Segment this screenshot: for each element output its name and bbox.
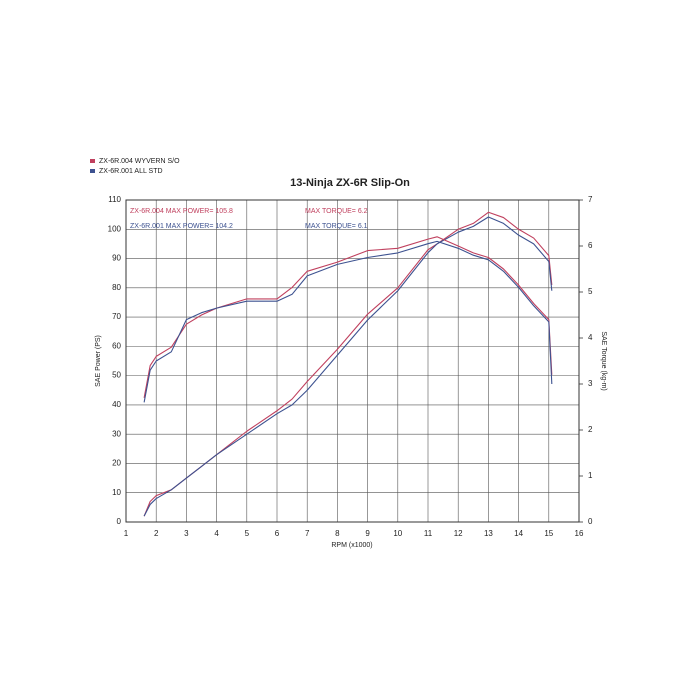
y2-tick-label: 5 [588,287,593,296]
legend-label: ZX-6R.004 WYVERN S/O [99,158,180,165]
y-tick-label: 110 [108,195,121,204]
annotation: ZX-6R.004 MAX POWER= 105.8 [130,208,233,215]
y-tick-label: 100 [108,224,122,233]
y2-tick-label: 2 [588,425,593,434]
x-tick-label: 9 [365,529,370,538]
y-tick-label: 30 [112,429,121,438]
y-tick-label: 70 [112,312,121,321]
y-tick-label: 90 [112,254,121,263]
annotation: MAX TORQUE= 6.1 [305,223,368,230]
x-tick-label: 14 [514,529,523,538]
y-tick-label: 80 [112,283,121,292]
y2-tick-label: 3 [588,379,593,388]
y2-tick-label: 6 [588,241,593,250]
x-tick-label: 6 [275,529,280,538]
x-axis-label: RPM (x1000) [331,542,372,549]
y-axis-label: SAE Power (PS) [95,335,102,387]
x-tick-label: 16 [575,529,584,538]
y-tick-label: 40 [112,400,121,409]
x-tick-label: 15 [544,529,553,538]
legend-swatch [90,159,95,163]
y-tick-label: 0 [117,517,122,526]
y2-tick-label: 7 [588,195,593,204]
annotation: ZX-6R.001 MAX POWER= 104.2 [130,223,233,230]
x-tick-label: 11 [424,529,433,538]
y2-tick-label: 4 [588,333,593,342]
data-line [143,240,553,403]
legend-label: ZX-6R.001 ALL STD [99,168,163,175]
legend-swatch [90,169,95,173]
y2-tick-label: 0 [588,517,593,526]
x-tick-label: 13 [484,529,493,538]
x-tick-label: 2 [154,529,159,538]
x-tick-label: 1 [124,529,129,538]
data-line [143,236,553,398]
chart-title: 13-Ninja ZX-6R Slip-On [290,177,410,189]
y-tick-label: 20 [112,459,121,468]
x-tick-label: 5 [245,529,250,538]
y2-axis-label: SAE Torque (kg-m) [600,331,607,390]
plot-frame [125,199,580,523]
x-tick-label: 4 [214,529,219,538]
x-tick-label: 12 [454,529,463,538]
x-tick-label: 3 [184,529,189,538]
y-tick-label: 60 [112,341,121,350]
y-tick-label: 10 [112,488,121,497]
y-tick-label: 50 [112,371,121,380]
data-line [143,216,553,517]
y2-tick-label: 1 [588,471,593,480]
x-tick-label: 10 [393,529,402,538]
x-tick-label: 8 [335,529,340,538]
x-tick-label: 7 [305,529,310,538]
annotation: MAX TORQUE= 6.2 [305,208,368,215]
